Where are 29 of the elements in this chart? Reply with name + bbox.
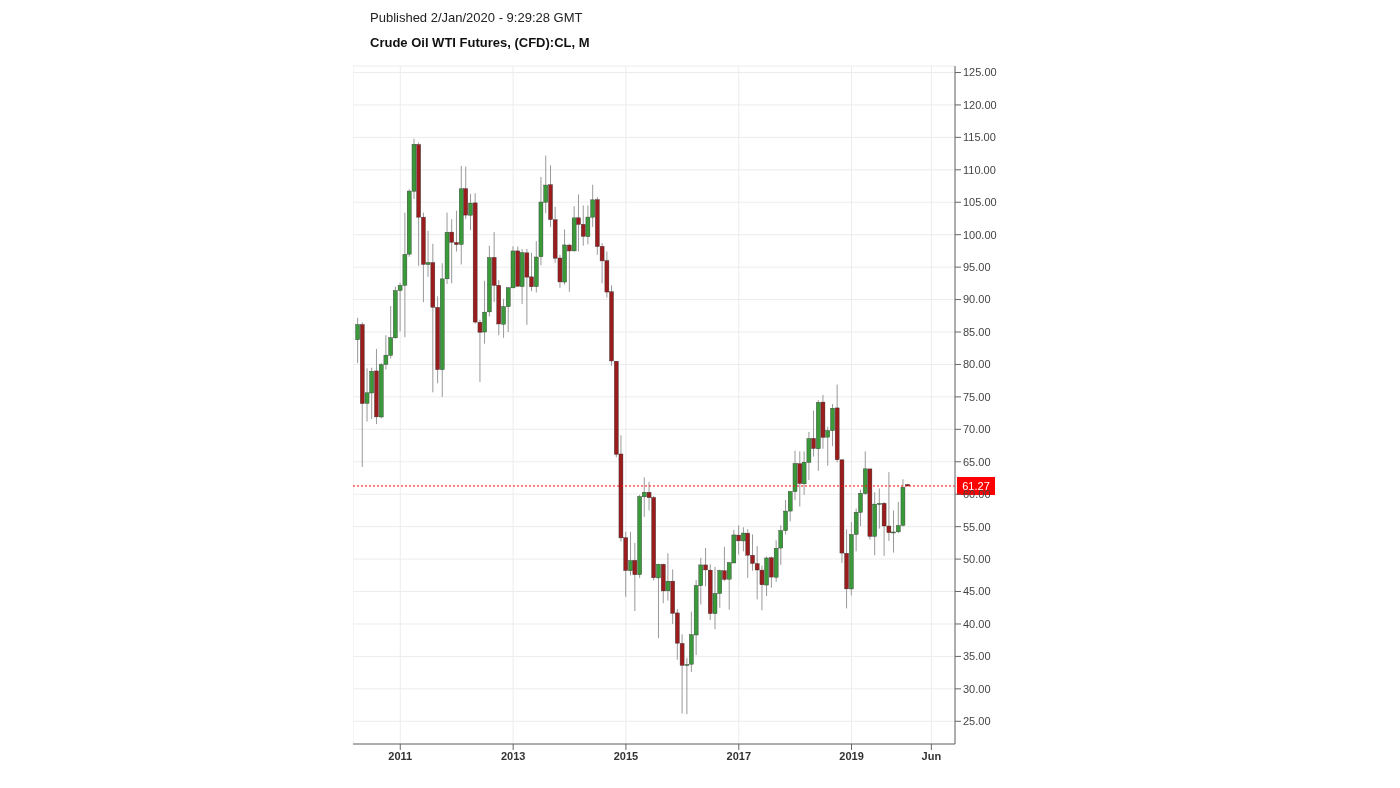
y-tick-label: 105.00 <box>963 196 997 209</box>
y-tick-label: 25.00 <box>963 715 991 728</box>
y-tick-label: 45.00 <box>963 585 991 598</box>
y-tick-label: 75.00 <box>963 390 991 403</box>
x-tick-label: 2015 <box>613 749 639 762</box>
y-tick-label: 110.00 <box>963 163 996 176</box>
y-tick-label: 115.00 <box>963 131 996 144</box>
y-tick-label: 95.00 <box>963 261 991 274</box>
x-tick-label: 2011 <box>388 749 413 762</box>
y-tick-label: 70.00 <box>963 423 991 436</box>
x-tick-label: 2017 <box>726 749 752 762</box>
y-tick-label: 30.00 <box>963 682 991 695</box>
x-tick-label: 2019 <box>839 749 864 762</box>
y-tick-label: 50.00 <box>963 553 991 565</box>
y-tick-label: 40.00 <box>963 617 991 630</box>
y-tick-label: 65.00 <box>963 455 991 468</box>
y-tick-label: 80.00 <box>963 358 991 371</box>
y-tick-label: 85.00 <box>963 325 991 338</box>
candlestick <box>712 566 718 630</box>
y-tick-label: 55.00 <box>963 520 991 533</box>
y-tick-label: 90.00 <box>963 293 991 306</box>
y-tick-label: 35.00 <box>963 650 991 663</box>
y-tick-label: 100.00 <box>963 228 997 241</box>
x-tick-label: 2013 <box>500 749 526 762</box>
x-tick-label: Jun <box>921 749 942 762</box>
chart-title: Crude Oil WTI Futures, (CFD):CL, M <box>370 35 590 50</box>
y-tick-label: 125.00 <box>963 66 997 79</box>
text: Published 2/Jan/2020 - 9:29:28 GMT <box>370 10 583 25</box>
y-tick-label: 120.00 <box>963 98 997 111</box>
